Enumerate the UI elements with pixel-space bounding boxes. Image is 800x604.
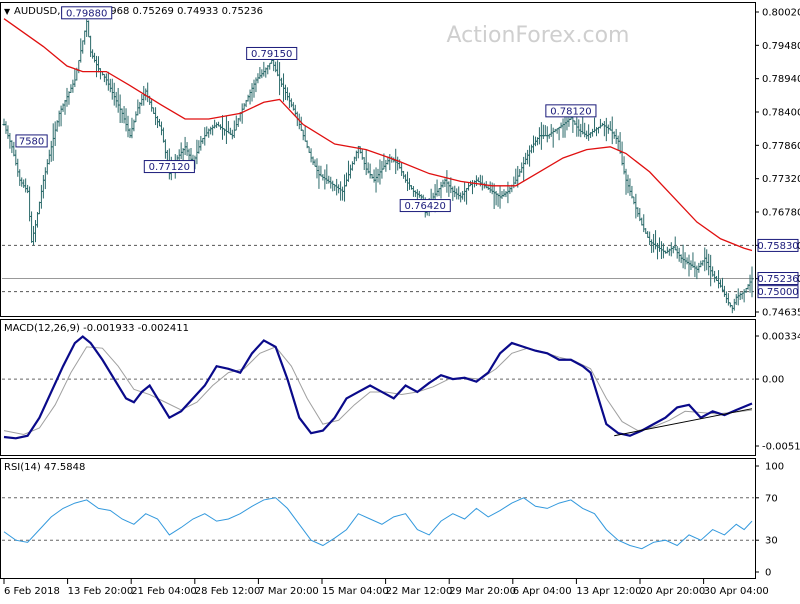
level-value-label: 0.75000 <box>757 287 798 298</box>
level-value-box <box>757 285 799 299</box>
x-tick-label: 22 Mar 12:00 <box>386 586 453 597</box>
annotation-label: 0.79150 <box>251 49 292 60</box>
macd-y-tick-label: 0.003345 <box>762 332 800 343</box>
price-y-tick-label: 0.78400 <box>762 108 800 119</box>
price-annotation: 0.78120 <box>545 104 597 118</box>
x-tick-label: 7 Mar 20:00 <box>258 586 318 597</box>
macd-main-line <box>3 335 753 440</box>
x-tick-label: 13 Feb 20:00 <box>68 586 134 597</box>
watermark: ActionForex.com <box>447 23 630 48</box>
price-annotation: 0.79150 <box>246 46 298 60</box>
macd-panel-frame <box>0 319 756 456</box>
annotation-box <box>399 199 451 213</box>
annotation-label: 0.77120 <box>149 162 190 173</box>
rsi-y-tick-label: 30 <box>765 536 778 547</box>
x-tick-label: 29 Mar 20:00 <box>449 586 516 597</box>
annotation-label: 0.76420 <box>405 201 446 212</box>
macd-trendline <box>614 408 753 437</box>
price-y-tick-label: 0.76780 <box>762 208 800 219</box>
annotation-box <box>545 104 597 118</box>
dropdown-arrow-icon[interactable]: ▼ <box>4 7 11 16</box>
level-value-label: 0.75236 <box>757 274 798 285</box>
axes: 0.80020 0.79480 0.78940 0.78400 0.77860 0.773… <box>3 8 800 597</box>
quote-label: 0.74968 0.75269 0.74933 0.75236 <box>88 6 263 17</box>
x-tick-label: 20 Apr 20:00 <box>640 586 705 597</box>
x-tick-label: 30 Apr 04:00 <box>704 586 769 597</box>
x-tick-label: 15 Mar 04:00 <box>322 586 389 597</box>
annotation-box <box>61 6 113 20</box>
rsi-panel-frame <box>0 458 756 579</box>
price-annotation: 0.79880 <box>61 6 113 20</box>
x-tick-label: 21 Feb 04:00 <box>131 586 197 597</box>
symbol-label: AUDUSD,H4 <box>14 6 74 17</box>
price-y-tick-label: 0.80020 <box>762 8 800 19</box>
x-tick-label: 28 Feb 12:00 <box>195 586 261 597</box>
macd-plot <box>2 335 754 440</box>
annotation-box <box>143 160 195 174</box>
rsi-line <box>3 497 753 550</box>
price-panel-frame <box>0 2 756 317</box>
price-y-tick-label: 0.74635 <box>762 308 800 319</box>
price-y-tick-label: 0.79480 <box>762 41 800 52</box>
price-bar <box>750 266 754 298</box>
annotation-box <box>246 46 298 60</box>
level-value-label: 0.75830 <box>757 241 798 252</box>
rsi-y-tick-label: 100 <box>765 462 784 473</box>
price-y-tick-label: 0.78940 <box>762 74 800 85</box>
moving-average-line <box>3 18 753 252</box>
rsi-y-tick-label: 0 <box>765 568 771 579</box>
annotation-label: 0.79880 <box>66 8 107 19</box>
x-tick-label: 6 Feb 2018 <box>4 586 60 597</box>
rsi-y-tick-label: 70 <box>765 493 778 504</box>
price-y-tick-label: 0.77860 <box>762 141 800 152</box>
macd-title: MACD(12,26,9) -0.001933 -0.002411 <box>4 323 189 334</box>
level-value-box <box>757 238 799 252</box>
macd-y-tick-label: 0.00 <box>762 375 784 386</box>
x-tick-label: 6 Apr 04:00 <box>513 586 572 597</box>
price-plot: 0.79880 0.79150 0.78120 0.77120 0.76420 7580 <box>2 6 754 314</box>
annotation-label: 0.78120 <box>550 106 591 117</box>
price-y-tick-label: 0.77320 <box>762 174 800 185</box>
price-annotation: 0.76420 <box>399 199 451 213</box>
rsi-plot <box>2 497 754 550</box>
price-annotation: 7580 <box>15 134 48 148</box>
macd-signal-line <box>3 346 753 435</box>
annotation-box <box>15 134 48 148</box>
macd-y-tick-label: -0.005197 <box>762 442 800 453</box>
price-annotation: 0.77120 <box>143 160 195 174</box>
x-tick-label: 13 Apr 12:00 <box>576 586 641 597</box>
level-value-box <box>757 272 799 286</box>
annotation-label: 7580 <box>19 136 44 147</box>
rsi-title: RSI(14) 47.5848 <box>4 462 85 473</box>
